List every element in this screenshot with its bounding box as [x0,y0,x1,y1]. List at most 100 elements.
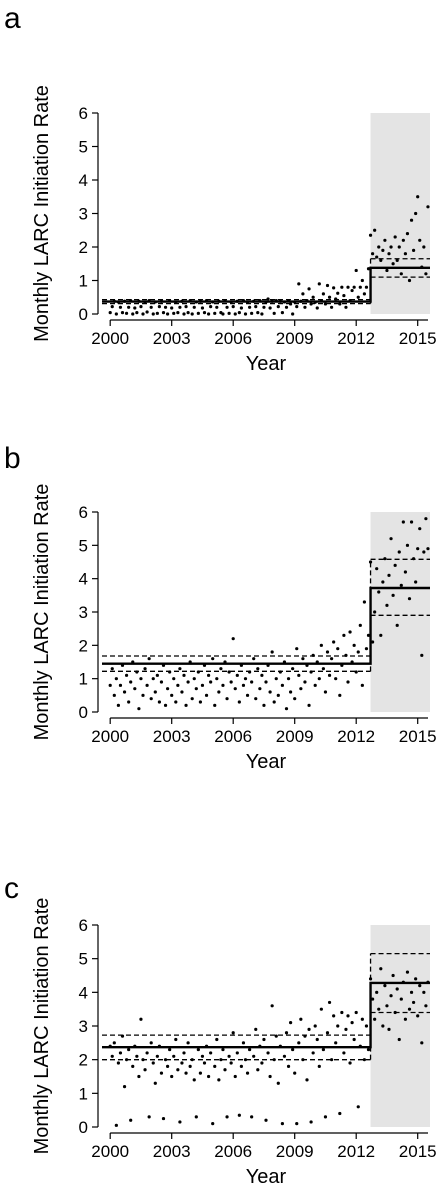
data-point [260,1061,264,1065]
data-point [309,1120,313,1124]
data-point [280,683,284,687]
data-point [276,693,280,697]
data-point [145,683,149,687]
data-point [221,312,225,316]
data-point [323,1115,328,1119]
data-point [422,550,426,554]
data-point [133,1044,137,1048]
data-point [188,299,192,303]
fitted-mean-line [102,586,430,665]
data-point [172,311,176,315]
data-point [340,1010,344,1015]
data-point [252,299,256,303]
data-point [407,1007,412,1011]
data-point [211,300,215,304]
data-point [358,285,362,289]
data-point [223,299,227,303]
data-point [352,643,356,647]
data-point [225,1115,229,1119]
data-point [248,670,252,674]
data-point [252,1054,256,1058]
data-point [192,1078,196,1082]
data-point [401,980,405,984]
data-point [399,583,403,587]
data-point [256,311,260,315]
data-point [336,1024,340,1028]
data-point [110,1054,114,1058]
data-point [268,690,272,694]
data-point [350,288,354,293]
data-point [147,657,151,661]
data-point [243,677,248,681]
data-point [223,1068,227,1072]
data-point [256,667,260,671]
data-point [217,299,221,303]
data-point [250,1115,254,1119]
data-point [330,657,334,661]
data-point [305,299,309,303]
data-point [241,683,246,687]
data-point [178,305,182,309]
data-point [354,1010,358,1015]
data-point [422,990,426,994]
y-tick-label: 3 [79,205,88,224]
data-point [248,1047,252,1052]
data-point [215,305,219,309]
data-point [426,980,430,984]
y-tick-label: 4 [79,570,88,589]
data-point [161,663,166,667]
data-point [122,1085,127,1089]
data-point [168,670,172,674]
data-point [403,570,407,574]
data-point [295,305,299,309]
data-point [289,302,293,306]
data-point [202,1061,207,1065]
data-point [155,673,159,677]
data-point [172,1054,176,1058]
data-point [131,660,135,664]
data-point [360,278,364,283]
data-point [254,697,258,701]
x-axis-title: Year [246,353,287,375]
data-point [254,1027,258,1031]
data-point [395,623,399,627]
y-tick-label: 2 [79,238,88,257]
data-point [262,1037,266,1042]
data-point [219,667,223,671]
data-point [110,305,114,309]
data-point [405,543,410,547]
data-point [342,293,346,298]
data-point [383,557,387,561]
data-point [291,667,295,671]
data-point [221,1047,225,1052]
data-point [139,677,143,681]
shaded-region [370,512,430,712]
data-point [174,300,178,304]
data-point [348,299,352,303]
data-point [157,305,161,309]
data-point [163,1058,168,1062]
data-point [122,299,127,303]
data-point [254,305,258,309]
data-point [309,670,313,674]
data-point [358,623,362,627]
data-point [145,1051,149,1055]
data-point [395,258,399,262]
data-point [385,1004,389,1008]
data-point [297,1041,301,1045]
panel-letter: c [4,872,19,905]
data-point [297,673,301,677]
data-point [262,305,266,309]
data-point [120,1034,125,1038]
data-point [354,670,358,674]
x-tick-label: 2000 [91,1142,129,1161]
data-point [204,299,209,303]
data-point [217,690,221,694]
data-point [319,299,323,303]
data-point [412,1000,416,1005]
data-point [213,703,217,707]
data-point [418,984,422,988]
data-point [307,1027,311,1031]
data-point [319,1007,323,1011]
y-tick-label: 0 [79,703,88,722]
